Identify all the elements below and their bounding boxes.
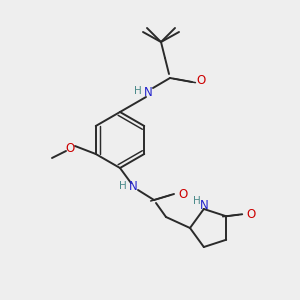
- Text: H: H: [193, 196, 201, 206]
- Text: N: N: [200, 200, 208, 212]
- Text: O: O: [178, 188, 188, 200]
- Text: N: N: [129, 179, 137, 193]
- Text: N: N: [144, 86, 152, 100]
- Text: O: O: [196, 74, 206, 88]
- Text: O: O: [247, 208, 256, 221]
- Text: H: H: [119, 181, 127, 191]
- Text: H: H: [134, 86, 142, 96]
- Text: O: O: [65, 142, 75, 154]
